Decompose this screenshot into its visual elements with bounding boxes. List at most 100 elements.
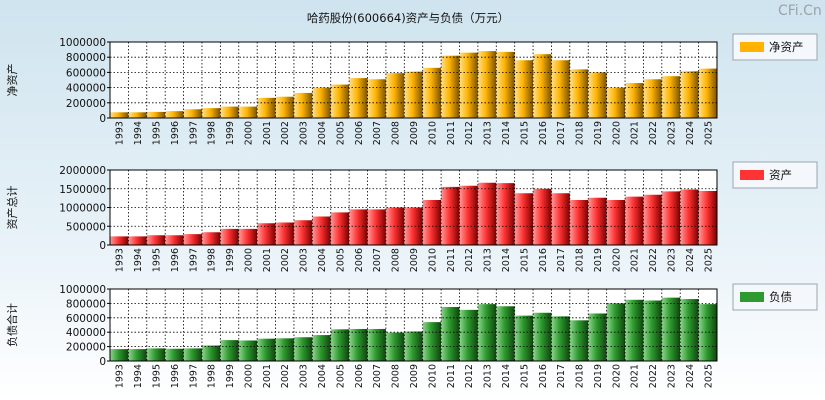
bar-净资产-2011 (441, 55, 460, 118)
bar-负债-2006 (349, 328, 368, 361)
bar-资产-1993 (110, 236, 129, 246)
x-tick-label: 2003 (299, 364, 310, 388)
bar-负债-2005 (330, 329, 350, 361)
bar-净资产-2017 (551, 60, 570, 118)
bar-负债-1995 (146, 348, 166, 361)
bar-负债-2017 (551, 316, 570, 361)
x-tick-label: 2001 (262, 121, 273, 145)
bar-资产-2000 (238, 228, 258, 246)
bar-净资产-2025 (698, 68, 717, 118)
bar-资产-2002 (275, 222, 294, 245)
x-tick-label: 2019 (593, 121, 604, 145)
x-tick-label: 2008 (391, 364, 402, 388)
bar-负债-2000 (238, 340, 258, 361)
x-tick-label: 2002 (280, 248, 291, 272)
bar-净资产-2000 (238, 106, 258, 118)
x-tick-label: 1999 (225, 364, 236, 388)
x-tick-label: 1997 (188, 121, 199, 145)
bar-净资产-2005 (330, 84, 350, 118)
x-tick-label: 2022 (648, 121, 659, 145)
x-tick-label: 2009 (409, 248, 420, 272)
panel-2: 0 500000 1000000 1500000 2000000 1993 1994 1995… (5, 161, 818, 272)
x-tick-label: 2021 (630, 121, 641, 145)
grid (110, 41, 717, 119)
bar-净资产-1995 (146, 111, 166, 118)
x-tick-label: 2012 (464, 248, 475, 272)
bar-净资产-1997 (183, 109, 202, 118)
y-tick-label: 800000 (66, 298, 106, 310)
bar-负债-1998 (201, 345, 221, 361)
x-tick-label: 2004 (317, 121, 328, 145)
x-tick-label: 2008 (391, 121, 402, 145)
bar-资产-2023 (661, 191, 681, 246)
y-tick-label: 400000 (66, 327, 106, 339)
x-tick-label: 2004 (317, 248, 328, 272)
x-tick-label: 2012 (464, 121, 475, 145)
bar-负债-2003 (293, 337, 313, 361)
x-tick-label: 2006 (354, 248, 365, 272)
x-tick-label: 2016 (538, 248, 549, 272)
bar-净资产-2006 (349, 78, 368, 118)
x-tick-label: 2007 (372, 364, 383, 388)
x-tick-label: 2022 (648, 248, 659, 272)
y-tick-label: 0 (99, 240, 106, 252)
bar-资产-1997 (183, 234, 202, 246)
bar-资产-2008 (385, 207, 405, 245)
x-tick-label: 2018 (575, 121, 586, 145)
panel-1: 0 200000 400000 600000 800000 1000000 1993 1994… (5, 33, 818, 145)
legend-label: 净资产 (769, 40, 804, 54)
x-tick-label: 2002 (280, 364, 291, 388)
bar-净资产-2018 (569, 69, 589, 118)
bar-负债-1993 (110, 349, 129, 361)
bar-资产-2005 (330, 212, 350, 246)
bar-净资产-2023 (661, 76, 681, 118)
x-tick-label: 2014 (501, 248, 512, 272)
bar-资产-2004 (312, 216, 331, 245)
x-tick-label: 2023 (667, 121, 678, 145)
bar-负债-1996 (165, 348, 184, 361)
x-tick-label: 2006 (354, 364, 365, 388)
x-tick-label: 2009 (409, 121, 420, 145)
bar-负债-2025 (698, 304, 717, 361)
grid (110, 288, 717, 362)
bar-负债-2012 (459, 309, 478, 361)
legend: 净资产 (732, 33, 818, 61)
legend-swatch (740, 170, 764, 180)
x-tick-label: 2005 (335, 121, 346, 145)
bar-净资产-2008 (385, 73, 405, 118)
bar-净资产-2007 (367, 79, 386, 118)
bar-负债-2022 (643, 300, 662, 361)
x-tick-label: 2018 (575, 248, 586, 272)
x-tick-label: 1995 (151, 121, 162, 145)
y-tick-label: 1000000 (59, 203, 106, 215)
y-axis-label: 资产总计 (5, 186, 19, 230)
x-tick-label: 2011 (446, 248, 457, 272)
bar-资产-2025 (698, 191, 717, 245)
x-tick-label: 1999 (225, 248, 236, 272)
bar-净资产-2004 (312, 87, 331, 118)
plot-frame (109, 288, 718, 362)
x-tick-label: 2005 (335, 248, 346, 272)
x-tick-label: 2005 (335, 364, 346, 388)
bar-负债-2021 (625, 299, 644, 361)
x-tick-label: 2007 (372, 121, 383, 145)
bar-负债-2009 (404, 331, 423, 361)
x-tick-label: 2000 (243, 121, 254, 145)
x-tick-label: 2021 (630, 364, 641, 388)
x-tick-label: 1995 (151, 248, 162, 272)
x-tick-label: 2021 (630, 248, 641, 272)
x-tick-label: 2014 (501, 121, 512, 145)
bar-负债-2014 (496, 306, 515, 361)
chart-title: 哈药股份(600664)资产与负债（万元） (307, 11, 509, 25)
bar-净资产-2016 (533, 54, 552, 118)
y-tick-label: 800000 (66, 52, 106, 64)
x-tick-label: 2014 (501, 364, 512, 388)
y-tick-label: 500000 (66, 221, 106, 233)
x-tick-label: 1993 (115, 364, 126, 388)
x-tick-label: 2013 (483, 121, 494, 145)
x-tick-label: 2004 (317, 364, 328, 388)
x-tick-label: 2001 (262, 248, 273, 272)
bar-负债-2013 (477, 304, 497, 361)
bar-净资产-2001 (257, 97, 276, 118)
